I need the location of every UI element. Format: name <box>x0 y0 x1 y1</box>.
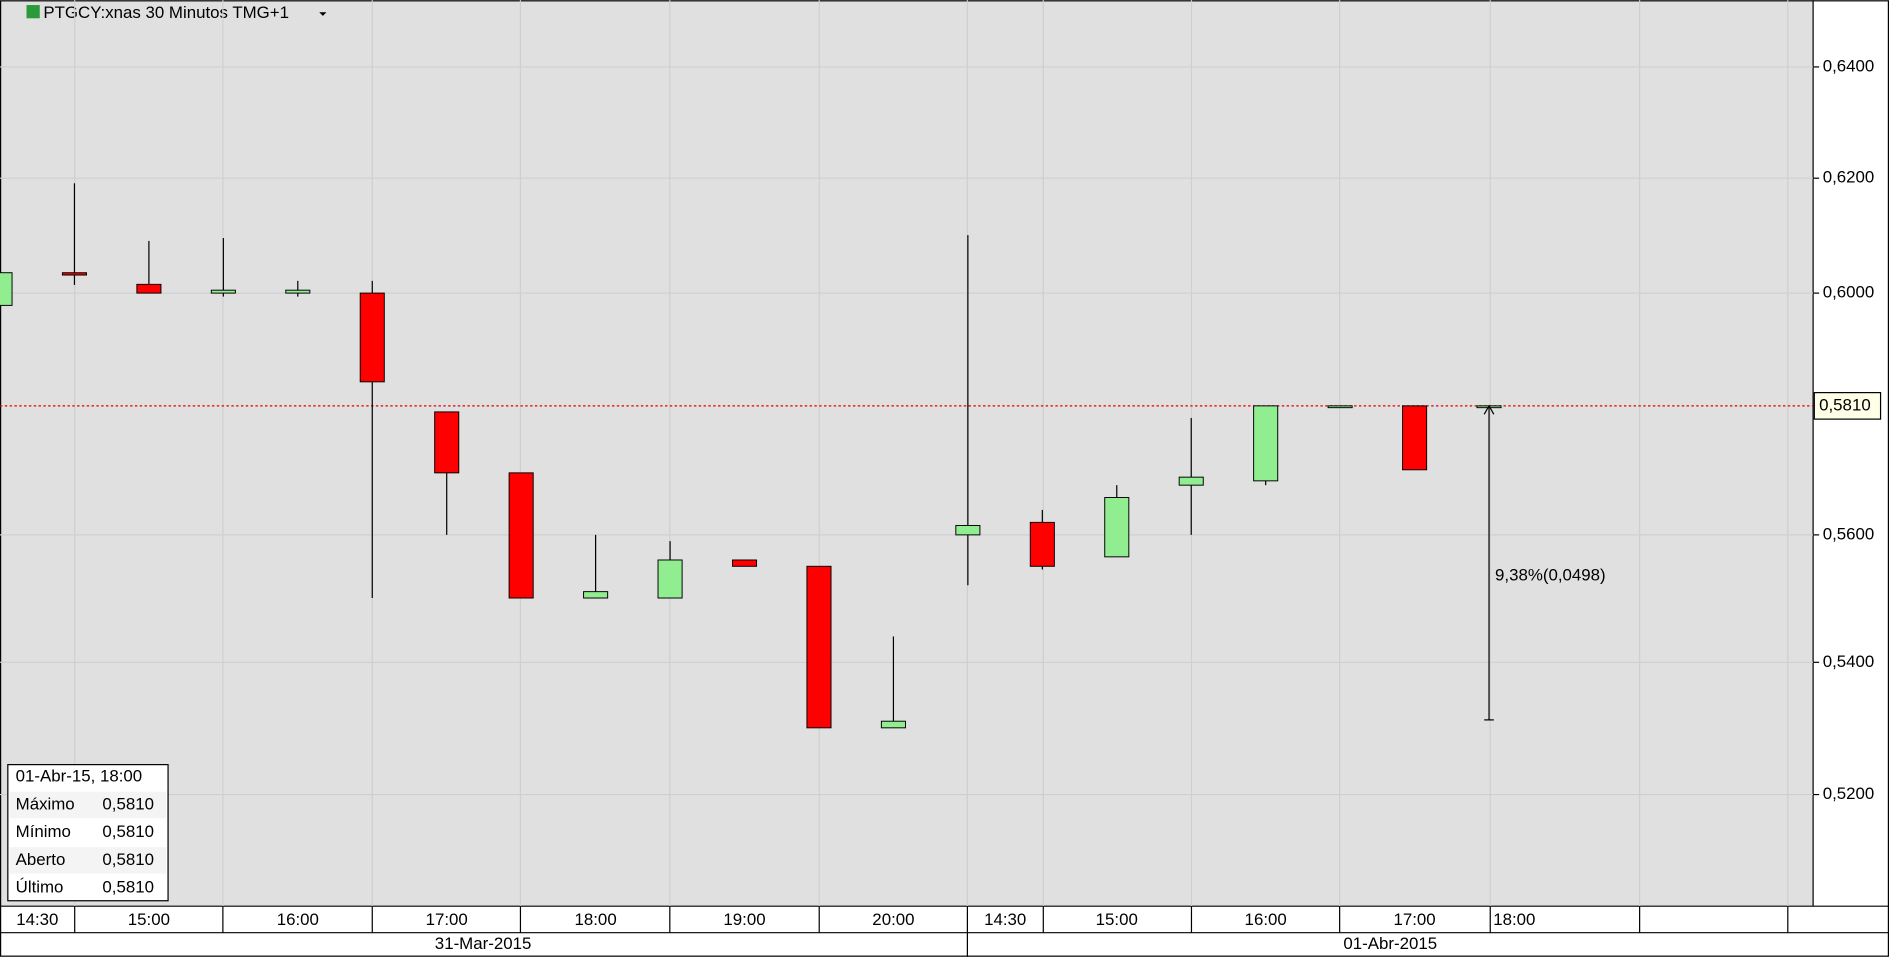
x-tick-label: 16:00 <box>1245 910 1287 929</box>
plot-area <box>0 0 1814 907</box>
last-price-label: 0,5810 <box>1819 395 1871 414</box>
x-tick-label: 17:00 <box>1393 910 1435 929</box>
chart-title: PTGCY:xnas 30 Minutos TMG+1 <box>43 3 289 22</box>
info-key: Último <box>16 878 64 897</box>
candle-body <box>731 559 758 567</box>
x-tick-label: 17:00 <box>426 910 468 929</box>
x-tick-label: 18:00 <box>575 910 617 929</box>
date-label: 31-Mar-2015 <box>435 934 532 953</box>
candle-body <box>1104 497 1130 558</box>
title-dropdown[interactable] <box>319 12 327 16</box>
x-tick-label: 20:00 <box>872 910 914 929</box>
info-key: Aberto <box>16 850 66 869</box>
candle-body <box>657 559 683 599</box>
y-tick-label: 0,6400 <box>1823 56 1875 75</box>
candle-body <box>583 591 609 599</box>
info-title: 01-Abr-15, 18:00 <box>16 767 143 786</box>
info-value: 0,5810 <box>102 878 154 897</box>
candle-body <box>434 411 460 474</box>
candle-body <box>880 720 906 729</box>
y-tick-label: 0,5400 <box>1823 652 1875 671</box>
measure-arrow <box>1483 404 1495 415</box>
candle-body <box>0 272 13 306</box>
symbol-icon <box>26 5 40 19</box>
info-row-bg <box>9 791 167 819</box>
info-value: 0,5810 <box>102 822 154 841</box>
candle-body <box>359 292 385 383</box>
candle-body <box>955 525 981 536</box>
candle-body <box>1402 405 1428 471</box>
measure-label: 9,38%(0,0498) <box>1495 566 1606 585</box>
info-box <box>7 764 169 902</box>
info-key: Máximo <box>16 794 75 813</box>
x-tick-label: 16:00 <box>277 910 319 929</box>
candle-body <box>136 283 162 294</box>
last-price-box <box>1813 392 1882 420</box>
x-tick-label: 19:00 <box>723 910 765 929</box>
y-tick-label: 0,5200 <box>1823 784 1875 803</box>
x-tick-label: 15:00 <box>128 910 170 929</box>
info-value: 0,5810 <box>102 850 154 869</box>
candle-body <box>1178 476 1204 486</box>
candle-body <box>508 472 534 599</box>
y-tick-label: 0,6200 <box>1823 168 1875 187</box>
date-label: 01-Abr-2015 <box>1343 934 1437 953</box>
info-row-bg <box>9 847 167 874</box>
y-tick-label: 0,5600 <box>1823 524 1875 543</box>
candle-body <box>285 289 311 294</box>
info-value: 0,5810 <box>102 794 154 813</box>
x-tick-label: 18:00 <box>1493 910 1535 929</box>
info-key: Mínimo <box>16 822 71 841</box>
x-tick-label: 14:30 <box>16 910 58 929</box>
candle-body <box>806 565 832 729</box>
candle-body <box>1327 405 1353 409</box>
x-tick-label: 15:00 <box>1096 910 1138 929</box>
candle-body <box>1253 405 1279 482</box>
y-tick-label: 0,6000 <box>1823 283 1875 302</box>
candle-body <box>1029 521 1055 567</box>
x-tick-label: 14:30 <box>984 910 1026 929</box>
candle-body <box>61 272 87 276</box>
candle-body <box>210 289 236 294</box>
